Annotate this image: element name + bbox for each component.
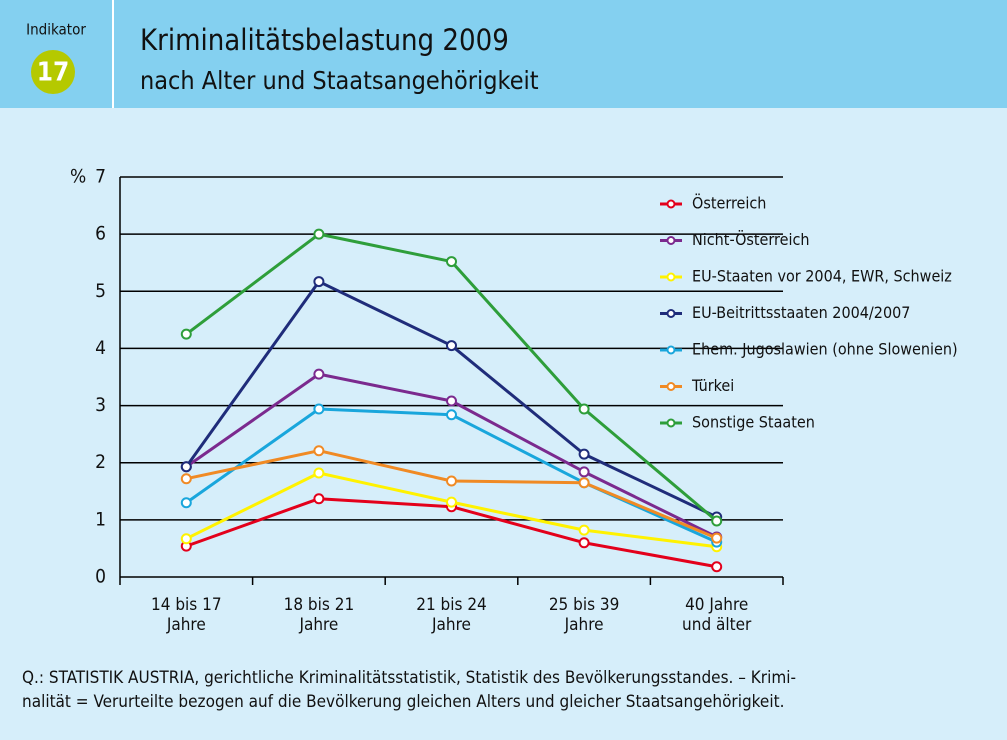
data-point: [180, 497, 192, 509]
y-tick-label: 0: [95, 566, 106, 588]
data-point: [578, 477, 590, 489]
y-tick-label: 1: [95, 508, 106, 530]
data-point: [180, 533, 192, 545]
indicator-number: 17: [37, 58, 70, 88]
legend-marker: [666, 236, 676, 245]
data-point: [313, 445, 325, 457]
data-point: [313, 493, 325, 505]
data-point: [180, 328, 192, 340]
footer-line: nalität = Verurteilte bezogen auf die Be…: [22, 692, 784, 712]
data-point: [446, 409, 457, 421]
data-point: [180, 473, 192, 485]
legend-label: Nicht-Österreich: [692, 230, 810, 249]
data-point: [578, 466, 590, 478]
x-tick-label: 21 bis 24: [416, 595, 487, 615]
legend-label: Türkei: [691, 376, 734, 395]
x-tick-label: 14 bis 17: [151, 595, 222, 615]
data-point: [313, 276, 325, 288]
legend-marker: [666, 418, 676, 428]
data-point: [578, 537, 590, 549]
data-point: [313, 368, 325, 380]
data-point: [578, 448, 590, 460]
y-tick-label: 3: [95, 394, 106, 416]
header-band: [0, 0, 1007, 108]
x-tick-label: Jahre: [431, 615, 471, 635]
data-point: [711, 515, 723, 527]
y-tick-label: 5: [95, 280, 106, 302]
legend-label: Sonstige Staaten: [692, 413, 815, 432]
indicator-label: Indikator: [26, 21, 86, 39]
data-point: [180, 461, 192, 473]
y-tick-label: 2: [95, 451, 106, 473]
y-tick-label: 4: [95, 337, 106, 359]
legend-label: Ehem. Jugoslawien (ohne Slowenien): [692, 340, 958, 359]
indicator-badge: [31, 50, 75, 94]
legend-marker: [666, 345, 676, 355]
x-tick-label: Jahre: [298, 615, 338, 635]
data-point: [313, 228, 325, 240]
data-point: [446, 496, 457, 508]
x-tick-label: Jahre: [166, 615, 206, 635]
data-point: [446, 395, 457, 407]
legend-marker: [666, 272, 676, 282]
chart-subtitle: nach Alter und Staatsangehörigkeit: [140, 66, 539, 95]
x-tick-label: und älter: [682, 615, 752, 635]
x-tick-label: 40 Jahre: [685, 595, 748, 615]
data-point: [446, 256, 457, 268]
legend-label: Österreich: [692, 194, 766, 213]
data-point: [446, 475, 457, 487]
chart-title: Kriminalitätsbelastung 2009: [140, 23, 509, 57]
data-point: [578, 524, 590, 536]
legend-marker: [666, 382, 676, 391]
legend-label: EU-Beitrittsstaaten 2004/2007: [692, 303, 910, 322]
data-point: [711, 561, 723, 573]
data-point: [711, 532, 723, 544]
y-tick-label: 7: [95, 166, 106, 188]
legend-marker: [666, 309, 676, 318]
footer-line: Q.: STATISTIK AUSTRIA, gerichtliche Krim…: [22, 668, 796, 688]
data-point: [313, 467, 325, 479]
legend-label: EU-Staaten vor 2004, EWR, Schweiz: [692, 267, 952, 286]
data-point: [313, 403, 325, 415]
legend-marker: [666, 199, 676, 209]
x-tick-label: 25 bis 39: [549, 595, 620, 615]
data-point: [446, 340, 457, 352]
y-tick-label: 6: [95, 223, 106, 245]
x-tick-label: Jahre: [564, 615, 604, 635]
data-point: [578, 403, 590, 415]
y-axis-label: %: [70, 166, 86, 188]
x-tick-label: 18 bis 21: [284, 595, 355, 615]
